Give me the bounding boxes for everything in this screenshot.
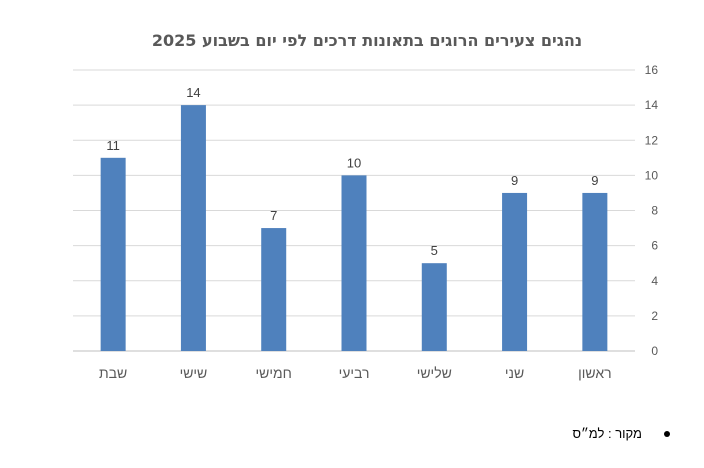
y-tick-label: 8: [651, 204, 658, 218]
y-tick-label: 4: [651, 274, 658, 288]
y-tick-label: 10: [645, 168, 659, 182]
data-label: 7: [270, 208, 277, 223]
bar: [341, 175, 367, 351]
data-label: 5: [431, 243, 438, 258]
data-label: 9: [591, 173, 598, 188]
y-tick-label: 0: [651, 344, 658, 358]
x-category-label: שבת: [99, 365, 127, 381]
x-category-label: ראשון: [578, 365, 611, 381]
bullet-icon: [664, 431, 670, 437]
x-category-label: שלישי: [417, 365, 452, 381]
x-category-label: חמישי: [256, 365, 292, 381]
bar: [582, 192, 608, 351]
x-category-label: שני: [505, 365, 524, 381]
y-tick-label: 6: [651, 239, 658, 253]
bar: [261, 228, 287, 351]
y-tick-label: 12: [645, 133, 659, 147]
chart-title: נהגים צעירים הרוגים בתאונות דרכים לפי יו…: [152, 31, 582, 50]
data-label: 11: [106, 138, 120, 153]
bar: [180, 105, 206, 351]
data-label: 10: [347, 155, 361, 170]
y-tick-label: 16: [645, 63, 659, 77]
x-category-label: רביעי: [339, 365, 370, 381]
y-tick-label: 2: [651, 309, 658, 323]
data-label: 14: [186, 85, 200, 100]
source-note: מקור : למ״ס: [572, 426, 642, 441]
bar: [502, 192, 528, 351]
y-tick-label: 14: [645, 98, 659, 112]
data-label: 9: [511, 173, 518, 188]
bar: [100, 157, 126, 351]
bar: [421, 263, 447, 351]
x-category-label: שישי: [180, 365, 208, 381]
